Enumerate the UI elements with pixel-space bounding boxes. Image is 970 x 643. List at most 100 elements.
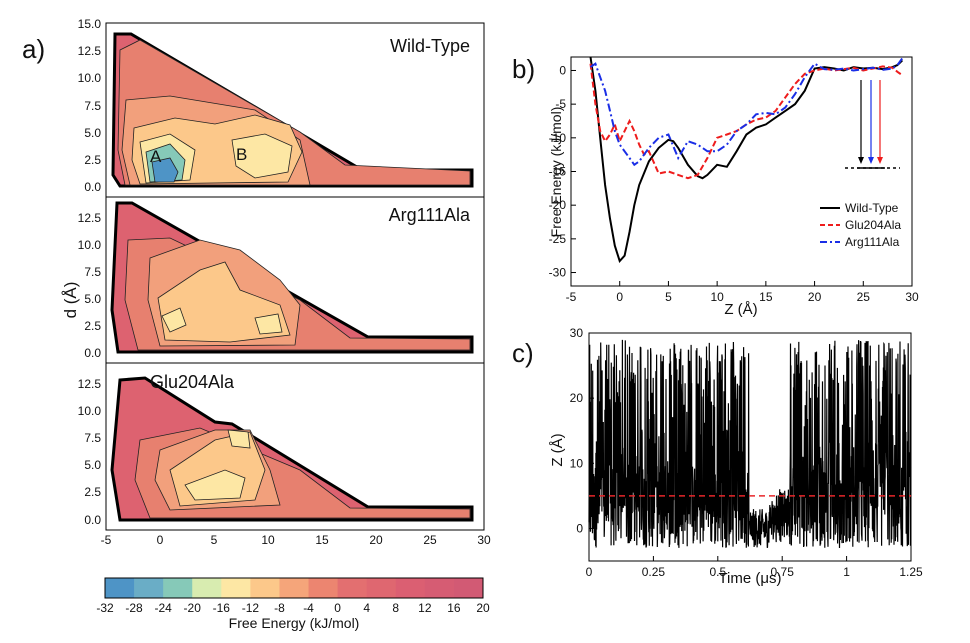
colorbar-tick: -8 [274,601,285,615]
legend-b: Wild-Type Glu204Ala Arg111Ala [820,201,901,249]
xtick: -5 [101,533,112,547]
colorbar-tick: -4 [303,601,314,615]
contour-region-light [184,469,246,501]
colorbar-tick: -24 [154,601,172,615]
ytick: 0.0 [84,346,101,360]
colorbar-tick: -16 [213,601,231,615]
ytick: -10 [549,131,567,145]
colorbar-frame [104,577,484,599]
inset-arrowhead-arg [868,157,874,164]
colorbar-cell [221,578,251,598]
z-trajectory-line [588,339,912,549]
ytick: 5.0 [84,292,101,306]
ytick: 12.5 [78,44,102,58]
contour-region-light [227,429,251,449]
contour-region-light [231,133,293,179]
xtick: 0 [157,533,164,547]
heatmap-wild-type: Wild-Type A B 15.0 12.5 10.0 7.5 5.0 2.5… [78,17,485,198]
ytick: 5.0 [84,126,101,140]
ytick: 7.5 [84,99,101,113]
colorbar-cell [163,578,193,598]
xtick: 20 [369,533,383,547]
xlabel-b: Z (Å) [724,301,757,318]
inset-arrowhead-wt [858,157,864,164]
ytick: 2.5 [84,319,101,333]
panel-b: -5 0 5 10 15 20 25 30 0-5-10-15-20-25-30 Z (Å) … [548,56,919,318]
legend-label-glu: Glu204Ala [845,218,901,232]
colorbar-cell [308,578,339,598]
ytick: 0.0 [84,180,101,194]
ytick: 30 [570,326,584,340]
colorbar-cell [337,578,368,598]
xtick: 0.75 [771,565,795,579]
xtick: 1.25 [899,565,923,579]
colorbar-cells [105,578,484,598]
xtick: 1 [843,565,850,579]
xtick: 30 [905,290,919,304]
colorbar-tick: 20 [476,601,490,615]
heatmap-arg111ala: Arg111Ala 12.5 10.0 7.5 5.0 2.5 0.0 [78,196,485,364]
xlabel-c: Time (μs) [718,570,781,587]
legend-label-wt: Wild-Type [845,201,899,215]
annotation-A: A [150,147,162,166]
ytick: 2.5 [84,485,101,499]
panel-c: 0 0.25 0.5 0.75 1 1.25 0 10 20 30 Time (μs) Z (Å… [549,326,923,587]
ytick: -5 [555,97,566,111]
series-line-arg111ala [589,57,904,167]
xtick: 0 [586,565,593,579]
colorbar: -32 -28 -24 -20 -16 -12 -8 -4 0 4 8 12 16 20 Free Ene… [96,577,490,631]
ytick: 20 [570,391,584,405]
inset-arrowhead-glu [877,157,883,164]
yticks-b: 0 -5 -10 -15 -20 -25 -30 [549,63,576,280]
colorbar-cell [250,578,280,598]
contour-region-deep [151,157,179,183]
xtick: 25 [857,290,871,304]
contour-region-light [161,307,187,333]
heatmap-title-arg: Arg111Ala [389,205,471,225]
colorbar-tick: -12 [242,601,260,615]
xtick: 5 [665,290,672,304]
yticks-glu: 12.5 10.0 7.5 5.0 2.5 0.0 [78,377,102,527]
ytick: 10 [570,456,584,470]
colorbar-label: Free Energy (kJ/mol) [229,615,360,631]
series-b [589,56,904,264]
ytick: 0 [576,521,583,535]
xtick: 30 [477,533,491,547]
ytick: -20 [549,198,567,212]
colorbar-tick: -20 [184,601,202,615]
ytick: 7.5 [84,265,101,279]
xtick: 0.5 [709,565,726,579]
ylabel-b: Free Energy (kJ/mol) [548,107,564,238]
ytick: 5.0 [84,458,101,472]
xticks-b: -5 0 5 10 15 20 25 30 [566,281,919,304]
xtick: -5 [566,290,577,304]
xtick: 5 [211,533,218,547]
heatmap-ylabel: d (Å) [61,282,80,319]
colorbar-tick: 16 [447,601,461,615]
ytick: 10.0 [78,71,102,85]
colorbar-tick: 4 [363,601,370,615]
ylabel-c: Z (Å) [549,433,566,466]
xtick: 0 [616,290,623,304]
series-line-glu204ala [589,63,903,180]
colorbar-cell [279,578,310,598]
heatmap-title-wt: Wild-Type [390,36,470,56]
ytick: 0.0 [84,513,101,527]
colorbar-cell [366,578,397,598]
xtick: 10 [261,533,275,547]
panel-label-b: b) [512,54,535,84]
ytick: -30 [549,266,567,280]
ytick: 10.0 [78,238,102,252]
ytick: -15 [549,165,567,179]
colorbar-tick: -32 [96,601,114,615]
colorbar-tick: 0 [334,601,341,615]
contour-region-light [254,313,283,335]
xtick: 25 [423,533,437,547]
ytick: 12.5 [78,377,102,391]
yticks-wt: 15.0 12.5 10.0 7.5 5.0 2.5 0.0 [78,17,102,194]
yticks-arg: 12.5 10.0 7.5 5.0 2.5 0.0 [78,211,102,360]
ytick: 7.5 [84,431,101,445]
ytick: 0 [559,63,566,77]
colorbar-ticks: -32 -28 -24 -20 -16 -12 -8 -4 0 4 8 12 16 20 [96,601,490,615]
